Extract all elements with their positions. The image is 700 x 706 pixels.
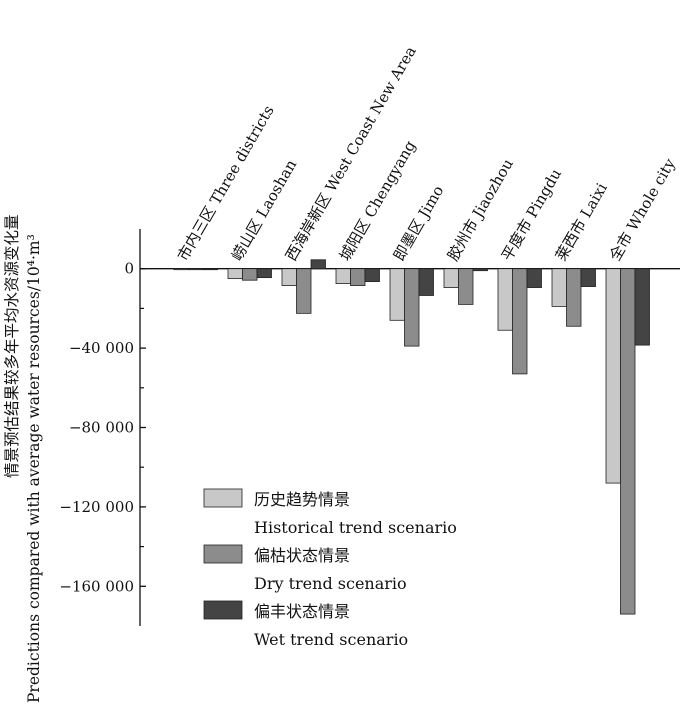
legend-label-chinese: 偏枯状态情景 bbox=[254, 546, 350, 565]
bar bbox=[188, 268, 204, 271]
y-tick-label: 0 bbox=[124, 260, 134, 278]
legend-label-english: Historical trend scenario bbox=[254, 518, 457, 537]
legend: 历史趋势情景 Historical trend scenario 偏枯状态情景 Dry… bbox=[203, 488, 457, 649]
bar bbox=[443, 268, 459, 288]
y-axis-title-english: Predictions compared with average water … bbox=[25, 234, 43, 703]
bar bbox=[202, 268, 218, 271]
legend-label-chinese: 偏丰状态情景 bbox=[254, 602, 350, 621]
legend-label-english: Dry trend scenario bbox=[254, 574, 407, 593]
category-label: 市内三区 Three districts bbox=[174, 102, 278, 264]
bar bbox=[242, 268, 258, 281]
y-tick-label: −120 000 bbox=[59, 498, 134, 516]
bar bbox=[580, 268, 596, 287]
y-tick-label: −40 000 bbox=[69, 339, 134, 357]
bar bbox=[296, 268, 312, 314]
bar bbox=[472, 268, 488, 272]
category-label: 莱西市 Laixi bbox=[552, 180, 611, 264]
bars bbox=[173, 259, 650, 615]
bar bbox=[458, 268, 474, 305]
bar bbox=[310, 259, 326, 270]
y-tick-label: −160 000 bbox=[59, 577, 134, 595]
bar bbox=[281, 268, 297, 286]
bar bbox=[364, 268, 380, 283]
legend-label-english: Wet trend scenario bbox=[254, 630, 408, 649]
y-tick-label: −80 000 bbox=[69, 419, 134, 437]
y-axis-title-chinese: 情景预估结果较多年平均水资源变化量 bbox=[3, 214, 21, 478]
bar bbox=[350, 268, 366, 286]
category-label: 即墨区 Jimo bbox=[390, 182, 448, 264]
category-label: 全市 Whole city bbox=[606, 155, 679, 264]
legend-swatch bbox=[203, 600, 243, 620]
bar bbox=[227, 268, 243, 280]
bar bbox=[512, 268, 528, 375]
legend-label-chinese: 历史趋势情景 bbox=[254, 490, 350, 509]
bar bbox=[620, 268, 636, 615]
bar bbox=[335, 268, 351, 284]
bar bbox=[566, 268, 582, 327]
bar bbox=[634, 268, 650, 346]
bar bbox=[551, 268, 567, 307]
legend-swatch bbox=[203, 488, 243, 508]
bar bbox=[173, 268, 189, 271]
bar bbox=[256, 268, 272, 279]
y-axis-title: 情景预估结果较多年平均水资源变化量 Predictions compared w… bbox=[3, 214, 43, 703]
legend-swatch bbox=[203, 544, 243, 564]
bar bbox=[418, 268, 434, 296]
bar bbox=[389, 268, 405, 321]
y-axis-ticks: 0 −40 000 −80 000 −120 000 −160 000 bbox=[59, 260, 146, 595]
bar bbox=[526, 268, 542, 288]
bar bbox=[605, 268, 621, 484]
bar bbox=[497, 268, 513, 331]
bar bbox=[404, 268, 420, 347]
